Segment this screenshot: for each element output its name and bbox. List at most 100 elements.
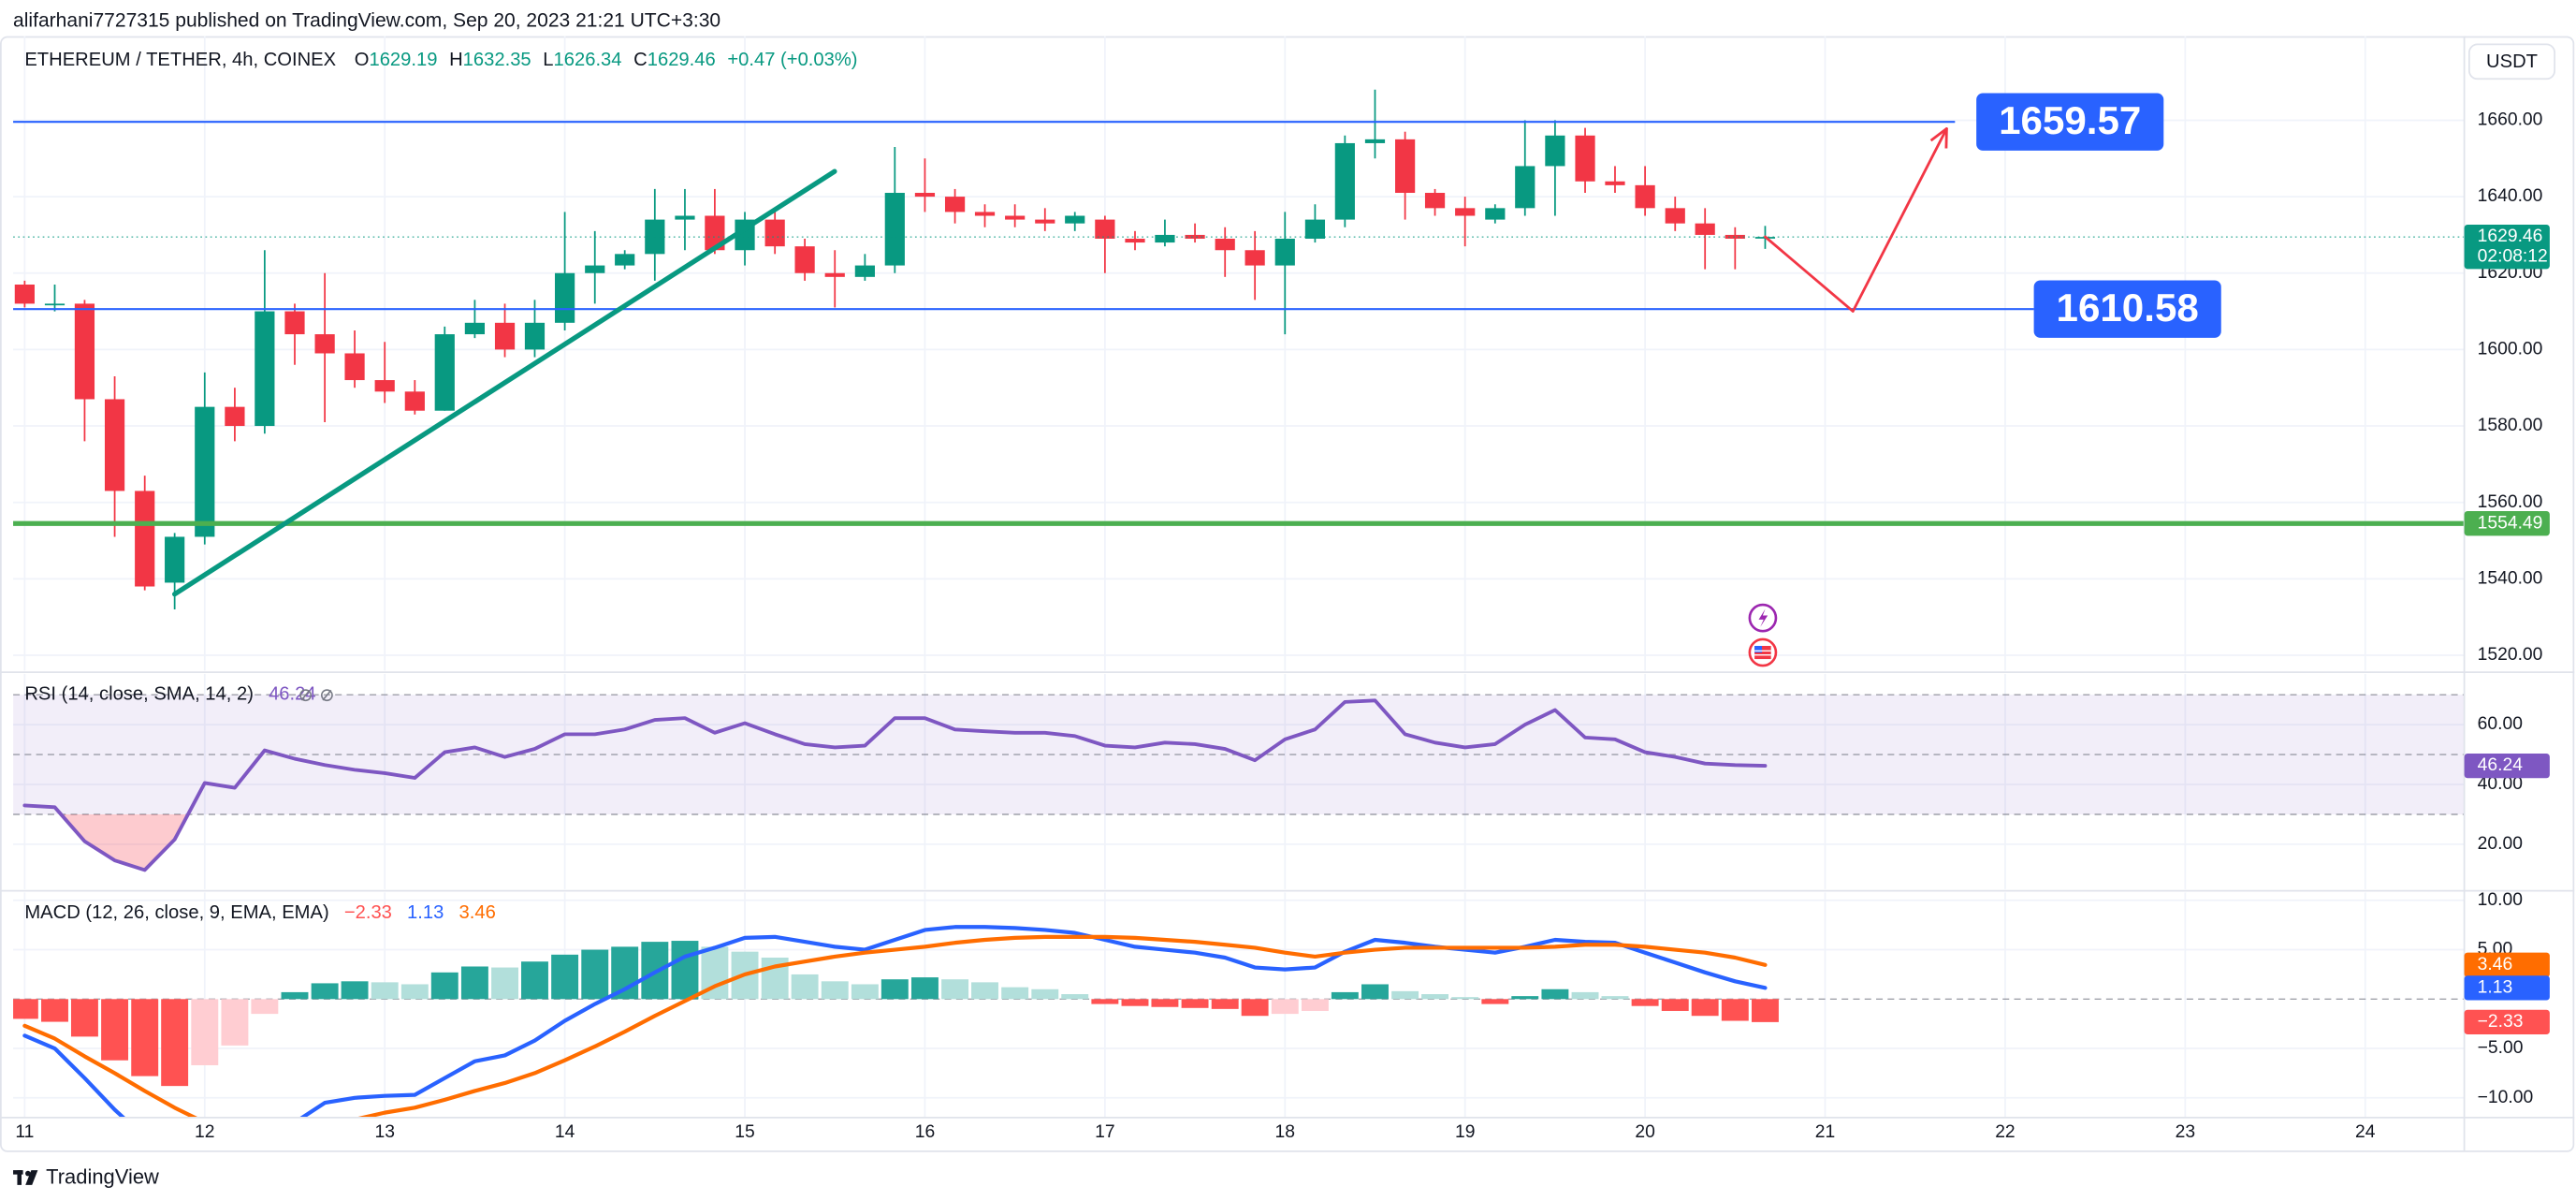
symbol-title: ETHEREUM / TETHER, 4h, COINEX — [24, 50, 336, 70]
y-tick-label: −10.00 — [2478, 1088, 2534, 1107]
macd-line — [22, 925, 1768, 1118]
publish-line: alifarhani7727315 published on TradingVi… — [13, 9, 720, 31]
x-tick-label: 16 — [915, 1122, 935, 1142]
change: +0.47 (+0.03%) — [727, 50, 857, 70]
drawings: 1659.57 1610.58 — [13, 93, 2465, 597]
macd-histogram-bar — [1151, 999, 1179, 1007]
candle-body — [1485, 208, 1506, 220]
macd-histogram-bar — [1271, 999, 1299, 1015]
macd-line-value-label: 1.13 — [2478, 977, 2513, 997]
candle-body — [374, 380, 395, 392]
frame — [0, 36, 2575, 1152]
last-price-box — [2464, 224, 2550, 270]
candle-body — [1364, 139, 1386, 143]
candle-body — [195, 406, 215, 537]
candle-body — [434, 334, 455, 411]
candle-body — [464, 322, 486, 335]
candle-body — [1395, 139, 1416, 194]
rsi-title: RSI (14, close, SMA, 14, 2) — [24, 684, 254, 705]
level-callout-box — [1976, 93, 2164, 151]
trend-line — [172, 168, 837, 597]
currency-label[interactable]: USDT — [2486, 51, 2538, 72]
macd-histogram-bar — [371, 982, 399, 1000]
event-icons — [1748, 603, 1778, 667]
candle-body — [255, 311, 275, 427]
candle-body — [585, 265, 605, 273]
macd-histogram-bar — [1001, 987, 1029, 1000]
candle-body — [705, 215, 725, 251]
macd-histogram-bar — [1601, 996, 1629, 1000]
ohlc-letter: L — [543, 50, 553, 70]
macd-histogram-bar — [1181, 999, 1209, 1008]
candle-body — [555, 272, 575, 323]
macd-line-value: 1.13 — [407, 903, 444, 924]
candle-body — [1215, 239, 1235, 251]
candle-body — [824, 272, 845, 277]
macd-histogram-bar — [251, 999, 279, 1015]
macd-histogram-bar — [1391, 990, 1419, 1000]
candle-body — [524, 322, 546, 350]
candle-body — [44, 303, 65, 306]
macd-histogram-bar — [1091, 999, 1119, 1004]
macd-title: MACD (12, 26, close, 9, EMA, EMA) — [24, 903, 328, 924]
macd-histogram-bar — [430, 972, 458, 1000]
x-tick-label: 11 — [15, 1122, 34, 1142]
macd-histogram-bar — [70, 999, 98, 1037]
candle-body — [135, 491, 155, 587]
macd-histogram-bar — [551, 954, 579, 1000]
level-axis-box — [2464, 511, 2550, 536]
macd-histogram-bar — [1361, 984, 1389, 1000]
y-tick-label: −5.00 — [2478, 1038, 2524, 1058]
macd-histogram-bar — [1331, 991, 1359, 1000]
candle-body — [1125, 239, 1145, 243]
arrow-head — [1929, 127, 1948, 149]
arrow-path — [1764, 127, 1948, 313]
macd-histogram-bar — [491, 967, 519, 1000]
macd-histogram-bar — [1061, 994, 1089, 1000]
macd-histogram-bar — [1301, 999, 1329, 1011]
rsi-legend-value: 46.24 — [269, 684, 316, 705]
candle-body — [284, 311, 305, 335]
macd-histogram-bar — [521, 961, 548, 1000]
rsi-value-label: 46.24 — [2478, 755, 2524, 775]
macd-histogram-bar — [1481, 999, 1509, 1004]
macd-histogram-bar — [880, 979, 909, 1000]
candle-body — [1424, 193, 1446, 209]
candle-body — [884, 193, 905, 266]
level-callout-box — [2033, 280, 2221, 338]
macd-histogram-bar — [581, 949, 609, 1000]
candle-body — [1635, 184, 1655, 209]
legend-icons — [299, 689, 333, 702]
candle-body — [1244, 250, 1265, 266]
currency-button[interactable] — [2467, 43, 2556, 81]
candle-body — [1575, 135, 1595, 182]
grid — [13, 36, 2465, 1118]
macd-histogram-bar — [131, 999, 159, 1077]
y-tick-label: 1580.00 — [2478, 416, 2543, 435]
macd-histogram-bar — [851, 984, 879, 1000]
macd-signal-value-label: 3.46 — [2478, 955, 2513, 974]
ohlc-letter: H — [449, 50, 463, 70]
candle-body — [1035, 219, 1055, 224]
candle-body — [1095, 219, 1115, 240]
macd-histogram-bar — [821, 981, 849, 1000]
macd-histogram-bar — [1661, 999, 1689, 1011]
last-price-label: 1629.46 — [2478, 227, 2543, 246]
candle-body — [1185, 234, 1205, 240]
candle-body — [74, 303, 95, 400]
macd-histogram-bar — [341, 981, 369, 1000]
candle-body — [1665, 208, 1685, 224]
macd-histogram-bar — [1571, 991, 1599, 1000]
ohlc-value: 1629.46 — [648, 50, 716, 70]
macd-histogram-bar — [281, 991, 309, 1000]
level-callout-label: 1659.57 — [1999, 98, 2141, 142]
candle-body — [1605, 181, 1625, 185]
y-tick-label: 1520.00 — [2478, 645, 2543, 665]
candle-body — [344, 353, 365, 381]
candle-body — [165, 536, 185, 583]
candle-body — [1155, 234, 1175, 243]
candle-body — [854, 265, 875, 277]
